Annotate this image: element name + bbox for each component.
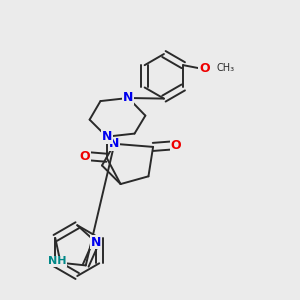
Text: CH₃: CH₃ xyxy=(216,63,235,73)
Text: N: N xyxy=(123,92,134,104)
Text: O: O xyxy=(170,139,181,152)
Text: O: O xyxy=(80,150,90,163)
Text: NH: NH xyxy=(48,256,67,266)
Text: N: N xyxy=(109,137,120,150)
Text: N: N xyxy=(91,236,101,249)
Text: O: O xyxy=(199,62,210,75)
Text: N: N xyxy=(101,130,112,143)
